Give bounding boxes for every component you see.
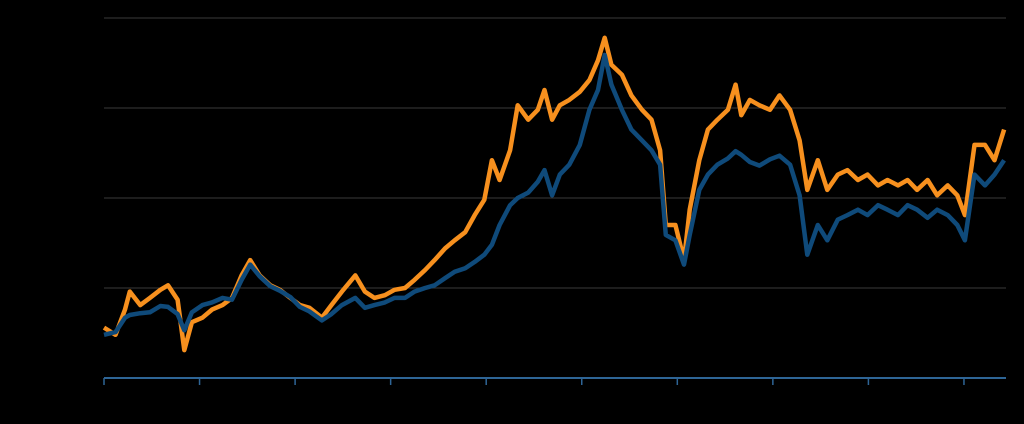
series-line (102, 35, 1007, 353)
series-line (103, 52, 1006, 337)
